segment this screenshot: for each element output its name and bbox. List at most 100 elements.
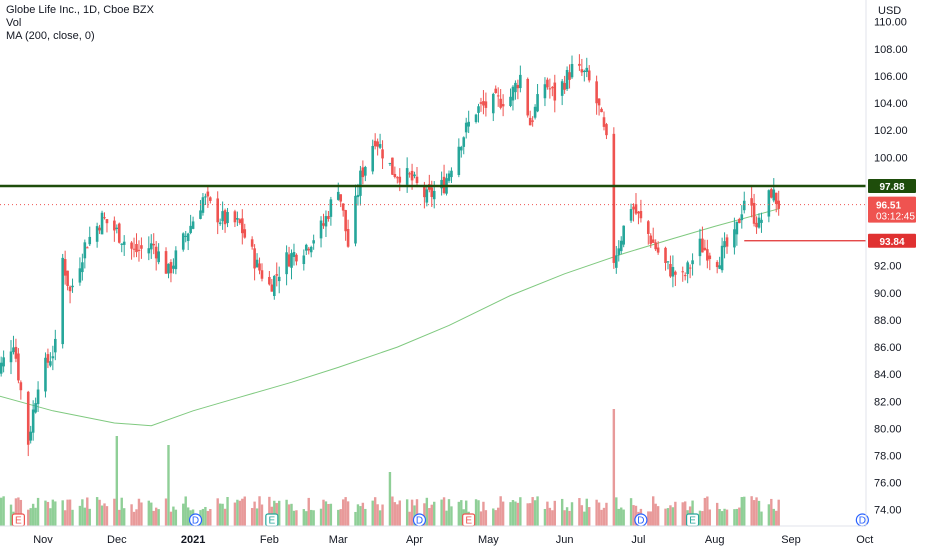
candle-body — [206, 191, 210, 197]
volume-bar — [743, 496, 746, 526]
candle-body — [147, 248, 151, 254]
candle-body — [752, 202, 756, 224]
candle-body — [164, 251, 168, 274]
volume-bar — [548, 507, 552, 526]
volume-bar — [273, 500, 276, 526]
dividend-marker[interactable]: D — [855, 513, 869, 527]
candle-body — [199, 210, 202, 219]
candle-body — [720, 245, 724, 271]
earnings-marker[interactable]: E — [11, 513, 25, 527]
candle-body — [735, 221, 739, 235]
candle-body — [295, 254, 298, 262]
volume-bar — [150, 502, 153, 526]
candle-body — [546, 79, 549, 88]
dividend-marker[interactable]: D — [412, 513, 427, 527]
volume-bar — [664, 508, 667, 526]
currency-label: USD — [878, 5, 901, 17]
candle-body — [698, 238, 702, 257]
candle-body — [651, 239, 655, 243]
svg-text:E: E — [465, 516, 472, 527]
y-tick-label: 104.00 — [874, 98, 908, 110]
candle-body — [580, 69, 584, 73]
volume-bar — [632, 505, 635, 526]
y-tick-label: 74.00 — [874, 505, 902, 517]
volume-bar — [337, 509, 340, 526]
volume-bar — [71, 509, 74, 526]
candle-body — [105, 219, 109, 224]
candle-body — [669, 263, 672, 277]
chart-legend: Globe Life Inc., 1D, Cboe BZX Vol MA (20… — [6, 4, 154, 43]
candle-body — [656, 247, 660, 253]
candle-body — [341, 203, 345, 211]
candle-body — [381, 149, 384, 159]
candle-body — [405, 168, 409, 185]
candle-body — [322, 223, 325, 226]
volume-bar — [19, 499, 23, 526]
candle-body — [95, 226, 99, 242]
candle-body — [268, 276, 271, 285]
volume-bar — [600, 509, 603, 526]
volume-bar — [204, 506, 207, 526]
y-tick-label: 106.00 — [874, 71, 908, 83]
volume-bar — [654, 503, 657, 526]
volume-bar — [0, 497, 3, 526]
candle-body — [63, 259, 67, 276]
volume-bar — [430, 504, 433, 526]
candle-body — [583, 70, 586, 73]
candle-body — [149, 243, 153, 250]
volume-bar — [674, 501, 677, 526]
volume-bar — [290, 503, 293, 526]
candle-body — [548, 88, 552, 90]
candle-body — [477, 106, 480, 113]
candle-body — [459, 147, 463, 151]
candle-body — [617, 248, 621, 255]
candle-body — [68, 286, 72, 292]
volume-bar — [319, 508, 323, 526]
candle-body — [671, 267, 675, 277]
volume-bar — [740, 497, 743, 526]
volume-bar — [583, 511, 586, 526]
volume-bar — [428, 508, 431, 526]
dividend-marker[interactable]: D — [634, 513, 648, 527]
volume-bar — [767, 504, 771, 526]
candle-body — [83, 242, 87, 259]
candle-body — [71, 285, 74, 288]
candle-body — [742, 200, 746, 211]
volume-bar — [546, 501, 549, 526]
volume-bar — [157, 509, 160, 526]
volume-bar — [373, 497, 377, 526]
candle-body — [356, 194, 360, 198]
candle-body — [0, 362, 3, 374]
candle-body — [560, 81, 564, 96]
candle-body — [398, 176, 402, 183]
candle-body — [688, 267, 692, 269]
earnings-marker[interactable]: E — [462, 513, 476, 527]
horizontal-lines[interactable] — [0, 184, 866, 242]
legend-volume[interactable]: Vol — [6, 17, 22, 29]
candle-body — [12, 347, 15, 353]
volume-bar — [560, 498, 564, 526]
legend-symbol-title[interactable]: Globe Life Inc., 1D, Cboe BZX — [6, 4, 154, 16]
volume-bar — [241, 498, 244, 526]
volume-bar — [585, 498, 588, 526]
candle-body — [324, 216, 328, 227]
candle-body — [738, 219, 741, 224]
candle-body — [440, 179, 443, 189]
resistance-tag — [868, 178, 916, 193]
candle-body — [78, 268, 82, 283]
volume-bar — [216, 498, 219, 526]
legend-moving-average[interactable]: MA (200, close, 0) — [6, 30, 95, 42]
candle-body — [61, 257, 64, 345]
candle-body — [686, 262, 689, 275]
volume-bar — [381, 504, 384, 526]
dividend-marker[interactable]: D — [188, 513, 203, 527]
candle-body — [85, 247, 89, 249]
volume-bar — [615, 497, 618, 526]
volume-bar — [701, 511, 704, 526]
candle-body — [376, 141, 379, 147]
earnings-marker[interactable]: E — [265, 513, 279, 527]
x-tick-label: Mar — [329, 534, 348, 546]
volume-bar — [388, 472, 392, 526]
earnings-marker[interactable]: E — [685, 513, 700, 527]
